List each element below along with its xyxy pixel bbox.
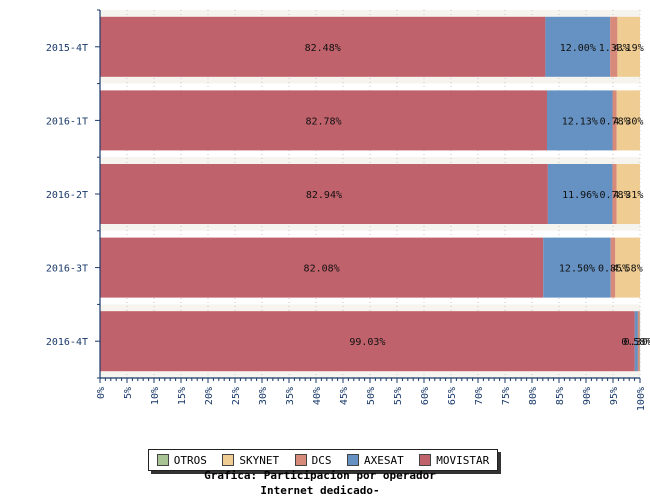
bar-segment-skynet (616, 90, 640, 151)
x-tick-label: 65% (447, 387, 458, 405)
legend-label: SKYNET (239, 453, 280, 467)
data-label: 12.13% (562, 116, 598, 127)
legend-item-movistar: MOVISTAR (419, 454, 489, 467)
x-tick-label: 25% (231, 387, 242, 405)
x-tick-label: 100% (636, 387, 647, 411)
bar-segment-skynet (615, 237, 641, 298)
x-tick-label: 70% (474, 387, 485, 405)
data-label: 82.48% (305, 43, 341, 54)
x-tick-label: 30% (258, 387, 269, 405)
bar-segment-dcs (610, 237, 616, 298)
category-label: 2016-4T (46, 337, 88, 348)
bar-segment-axesat (545, 16, 611, 77)
category-label: 2015-4T (46, 43, 88, 54)
x-tick-label: 15% (177, 387, 188, 405)
data-label: 1.33% (599, 43, 629, 54)
bar-segment-skynet (616, 164, 640, 224)
legend-item-otros: OTROS (156, 453, 207, 467)
x-tick-label: 85% (555, 387, 566, 405)
data-label: 0.30% (624, 337, 650, 348)
labels-layer: 82.48% 12.00% 1.33%4.19%82.78% 12.13% 0.78%4… (304, 43, 650, 348)
bar-segment-axesat (634, 311, 638, 372)
bar-segment-dcs (610, 16, 618, 77)
caption-line-2: Internet dedicado- (260, 484, 380, 497)
axes-layer: 2015-4T 2016-1T 2016-2T 2016-3T 2016-4T 0% 5% 1… (46, 9, 647, 411)
legend-item-dcs: DCS (294, 453, 332, 467)
bar-segment-axesat (543, 237, 611, 298)
legend-swatch (222, 454, 235, 466)
data-label: 12.50% (559, 264, 595, 275)
x-tick-label: 90% (582, 387, 593, 405)
legend-swatch (419, 454, 432, 466)
x-tick-label: 80% (528, 387, 539, 405)
bar-segment-dcs (612, 90, 617, 151)
bar-segment-dcs (637, 311, 640, 372)
chart-caption: Grafica: Participacion por operador Inte… (0, 468, 640, 498)
bar-segment-axesat (547, 90, 613, 151)
bars-layer (100, 16, 641, 372)
data-label: 4.58% (613, 264, 643, 275)
data-label: 4.30% (613, 116, 643, 127)
legend-swatch (294, 454, 307, 466)
legend: OTROS SKYNET DCS AXESAT MOVISTAR (148, 449, 498, 471)
bar-segment-axesat (547, 164, 613, 224)
legend-swatch (347, 454, 359, 466)
data-label: 11.96% (562, 190, 598, 201)
bar-segment-otros (639, 311, 641, 372)
category-label: 2016-3T (46, 264, 88, 275)
caption-line-1: Grafica: Participacion por operador (204, 469, 436, 482)
data-label: 0.78% (600, 116, 630, 127)
x-tick-label: 60% (420, 387, 431, 405)
data-label: 4.19% (614, 43, 644, 54)
x-tick-label: 50% (366, 387, 377, 405)
data-label: 0.58% (621, 337, 650, 348)
data-label: 82.78% (305, 116, 341, 127)
x-tick-label: 0% (96, 387, 107, 399)
bar-segment-dcs (612, 164, 617, 224)
data-label: 82.08% (304, 264, 340, 275)
legend-item-skynet: SKYNET (222, 454, 279, 467)
x-tick-label: 95% (609, 387, 620, 405)
bar-segment-movistar (100, 16, 546, 77)
bar-segment-movistar (100, 164, 548, 224)
x-tick-label: 10% (150, 387, 161, 405)
data-label: 0.85% (598, 264, 628, 275)
legend-item-axesat: AXESAT (347, 454, 404, 467)
legend-label: DCS (311, 453, 332, 467)
x-tick-label: 20% (204, 387, 215, 405)
bar-segment-skynet (617, 16, 640, 77)
data-label: 4.31% (613, 190, 643, 201)
data-label: 12.00% (560, 43, 596, 54)
legend-label: MOVISTAR (436, 453, 490, 467)
legend-swatch (156, 454, 169, 466)
data-label: 0.78% (600, 190, 630, 201)
x-tick-label: 45% (339, 387, 350, 405)
legend-label: AXESAT (364, 453, 404, 467)
legend-label: OTROS (173, 453, 207, 467)
data-label: 82.94% (306, 190, 342, 201)
x-tick-label: 40% (312, 387, 323, 405)
data-label: 99.03% (349, 337, 385, 348)
bar-segment-movistar (100, 237, 544, 298)
x-tick-label: 35% (285, 387, 296, 405)
bar-segment-movistar (100, 90, 548, 151)
x-tick-label: 75% (501, 387, 512, 405)
bar-segment-movistar (100, 311, 635, 372)
x-tick-label: 55% (393, 387, 404, 405)
x-tick-label: 5% (123, 387, 134, 399)
category-label: 2016-1T (46, 116, 88, 127)
category-label: 2016-2T (46, 190, 88, 201)
